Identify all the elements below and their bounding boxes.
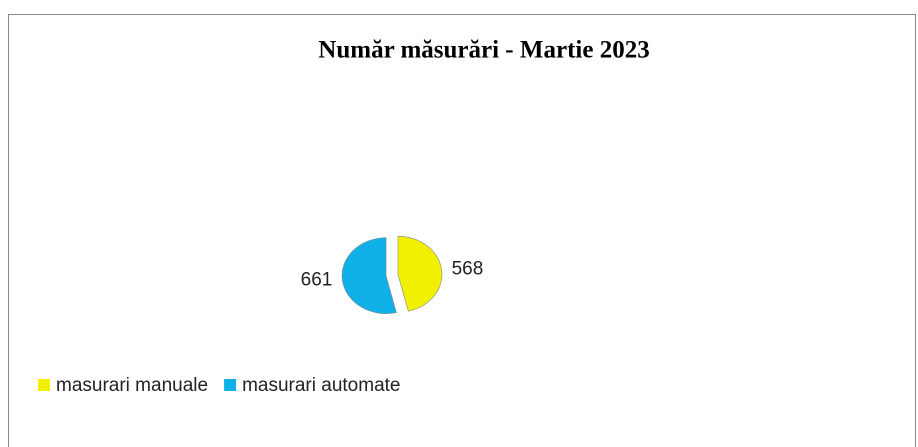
data-label: 661 bbox=[301, 269, 333, 290]
legend-label: masurari manuale bbox=[56, 375, 208, 396]
pie-slice bbox=[341, 237, 397, 315]
legend-label: masurari automate bbox=[242, 375, 400, 396]
data-label: 568 bbox=[452, 259, 484, 280]
pie-slice bbox=[397, 235, 443, 312]
legend-swatch bbox=[38, 379, 50, 391]
chart-frame bbox=[8, 14, 916, 447]
chart-title: Număr măsurări - Martie 2023 bbox=[318, 37, 649, 64]
legend-swatch bbox=[224, 379, 237, 391]
